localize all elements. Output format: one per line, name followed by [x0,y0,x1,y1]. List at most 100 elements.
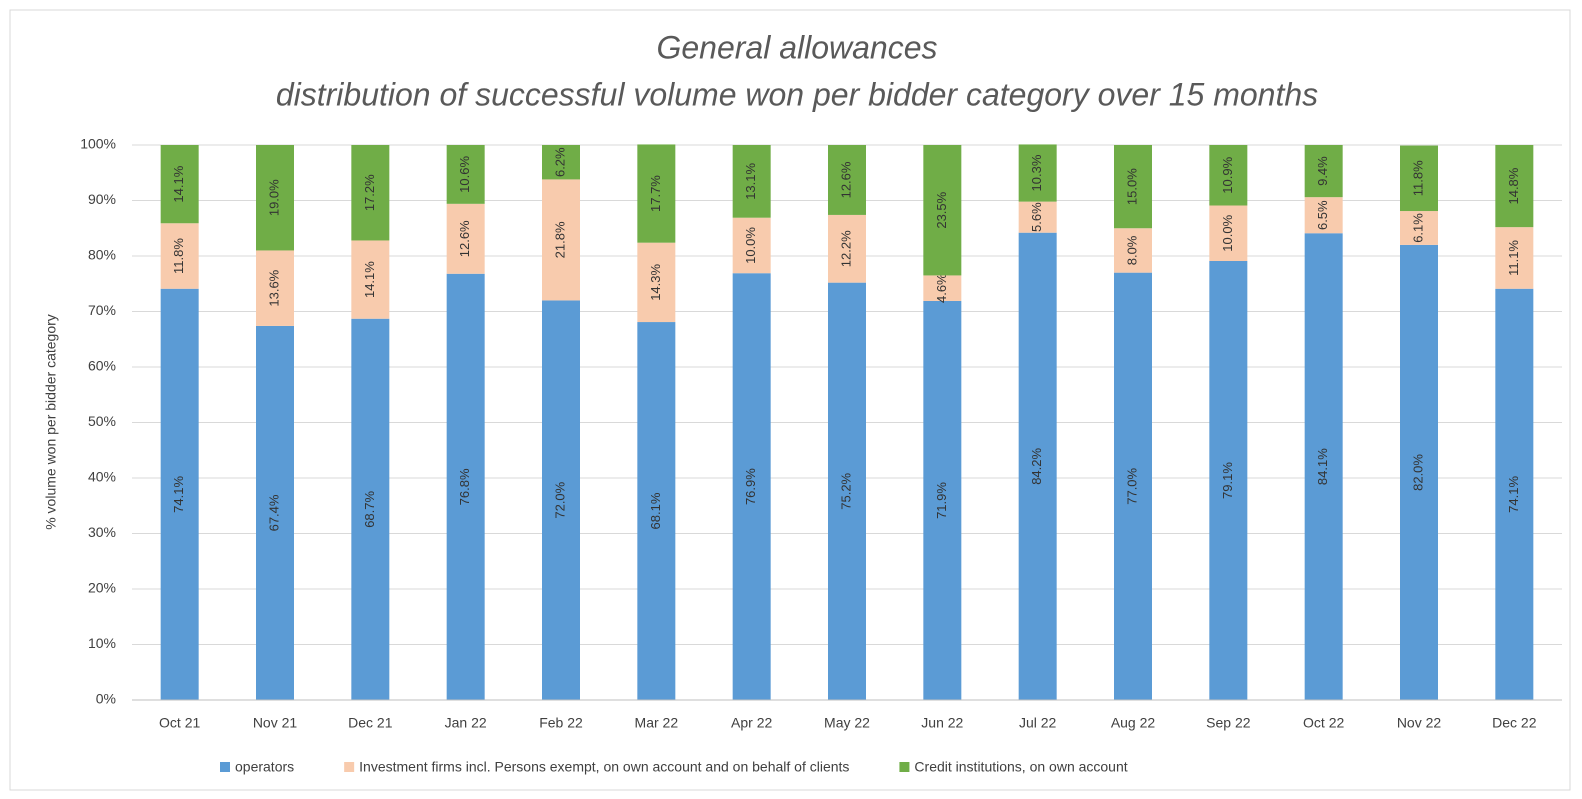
bar-segment [1209,260,1248,700]
data-label: 14.8% [1506,167,1521,204]
bar-segment [446,145,485,204]
data-label: 12.2% [838,230,853,267]
data-label: 14.1% [362,261,377,298]
data-label: 84.2% [1029,447,1044,484]
y-tick-label: 20% [88,580,116,596]
bar-segment [1304,145,1343,198]
y-tick-label: 90% [88,191,116,207]
bar-segment [1209,145,1248,206]
y-tick-label: 30% [88,524,116,540]
bar-segment [1018,232,1057,700]
data-label: 10.9% [1220,156,1235,193]
bar-segment [1114,145,1152,229]
x-tick-label: Dec 22 [1492,715,1537,731]
bar-segment [1400,244,1438,700]
bar-segment [1495,145,1534,228]
y-tick-label: 80% [88,247,116,263]
bar-segment [637,144,676,243]
data-label: 15.0% [1124,168,1139,205]
bar-segment [1400,211,1438,245]
data-label: 21.8% [552,221,567,258]
data-label: 68.1% [648,492,663,529]
y-axis-label: % volume won per bidder category [43,314,59,530]
bar-segment [923,300,962,700]
data-label: 76.9% [743,468,758,505]
data-label: 10.0% [743,227,758,264]
chart-title: General allowances [656,29,937,65]
x-tick-label: Jan 22 [445,715,487,731]
legend-swatch [899,762,910,772]
bar-segment [160,223,199,289]
chart-subtitle: distribution of successful volume won pe… [276,76,1318,112]
data-label: 8.0% [1124,235,1139,265]
bar-segment [446,273,485,700]
data-label: 84.1% [1315,448,1330,485]
x-tick-label: May 22 [824,715,870,731]
bar-segment [256,145,294,251]
bar-segment [828,214,866,283]
bar-segment [637,322,676,700]
data-label: 11.8% [1410,160,1425,196]
data-label: 19.0% [266,179,281,216]
data-label: 17.2% [362,174,377,211]
bar-segment [256,250,294,326]
bar-segment [732,145,771,218]
data-label: 10.6% [457,156,472,193]
data-label: 10.0% [1220,214,1235,251]
data-label: 17.7% [648,175,663,212]
x-tick-label: Sep 22 [1206,715,1251,731]
data-label: 5.6% [1029,202,1044,232]
bar-segment [1114,272,1152,700]
data-label: 79.1% [1220,462,1235,499]
bar-segment [1018,144,1057,202]
x-tick-label: Jun 22 [921,715,963,731]
y-tick-label: 10% [88,635,116,651]
bar-segment [542,300,580,700]
bar-segment [446,203,485,274]
bar-segment [732,217,771,274]
bar-segment [923,145,962,276]
x-tick-label: Aug 22 [1111,715,1156,731]
y-tick-label: 70% [88,302,116,318]
y-tick-label: 100% [80,136,116,152]
x-tick-label: Oct 21 [159,715,200,731]
y-tick-label: 60% [88,358,116,374]
bar-segment [923,275,962,301]
data-label: 76.8% [457,468,472,505]
bar-segment [256,325,294,700]
data-label: 6.1% [1410,213,1425,243]
bar-segment [1114,228,1152,273]
data-label: 75.2% [838,472,853,509]
x-tick-label: Feb 22 [539,715,583,731]
data-label: 13.1% [743,162,758,199]
bar-segment [1495,227,1534,289]
y-tick-label: 40% [88,469,116,485]
bar-segment [351,318,390,700]
data-label: 6.2% [552,147,567,177]
bar-segment [1018,201,1057,233]
data-label: 23.5% [934,191,949,228]
legend-swatch [220,762,230,772]
data-label: 4.6% [934,273,949,303]
bar-segment [637,242,676,323]
bar-segment [1400,145,1438,212]
data-label: 67.4% [266,494,281,531]
data-label: 13.6% [266,269,281,306]
bar-segment [1304,233,1343,700]
x-tick-label: Apr 22 [731,715,772,731]
data-label: 74.1% [171,476,186,513]
x-tick-label: Oct 22 [1303,715,1344,731]
data-label: 74.1% [1506,476,1521,513]
x-tick-label: Mar 22 [635,715,679,731]
y-tick-label: 50% [88,413,116,429]
data-label: 9.4% [1315,156,1330,186]
data-label: 77.0% [1124,467,1139,504]
data-label: 6.5% [1315,200,1330,230]
bar-segment [160,288,199,700]
bar-segment [542,179,580,301]
data-label: 11.8% [171,238,186,274]
data-label: 12.6% [838,161,853,198]
data-label: 11.1% [1506,240,1521,276]
y-tick-label: 0% [96,691,116,707]
bar-segment [1495,288,1534,700]
